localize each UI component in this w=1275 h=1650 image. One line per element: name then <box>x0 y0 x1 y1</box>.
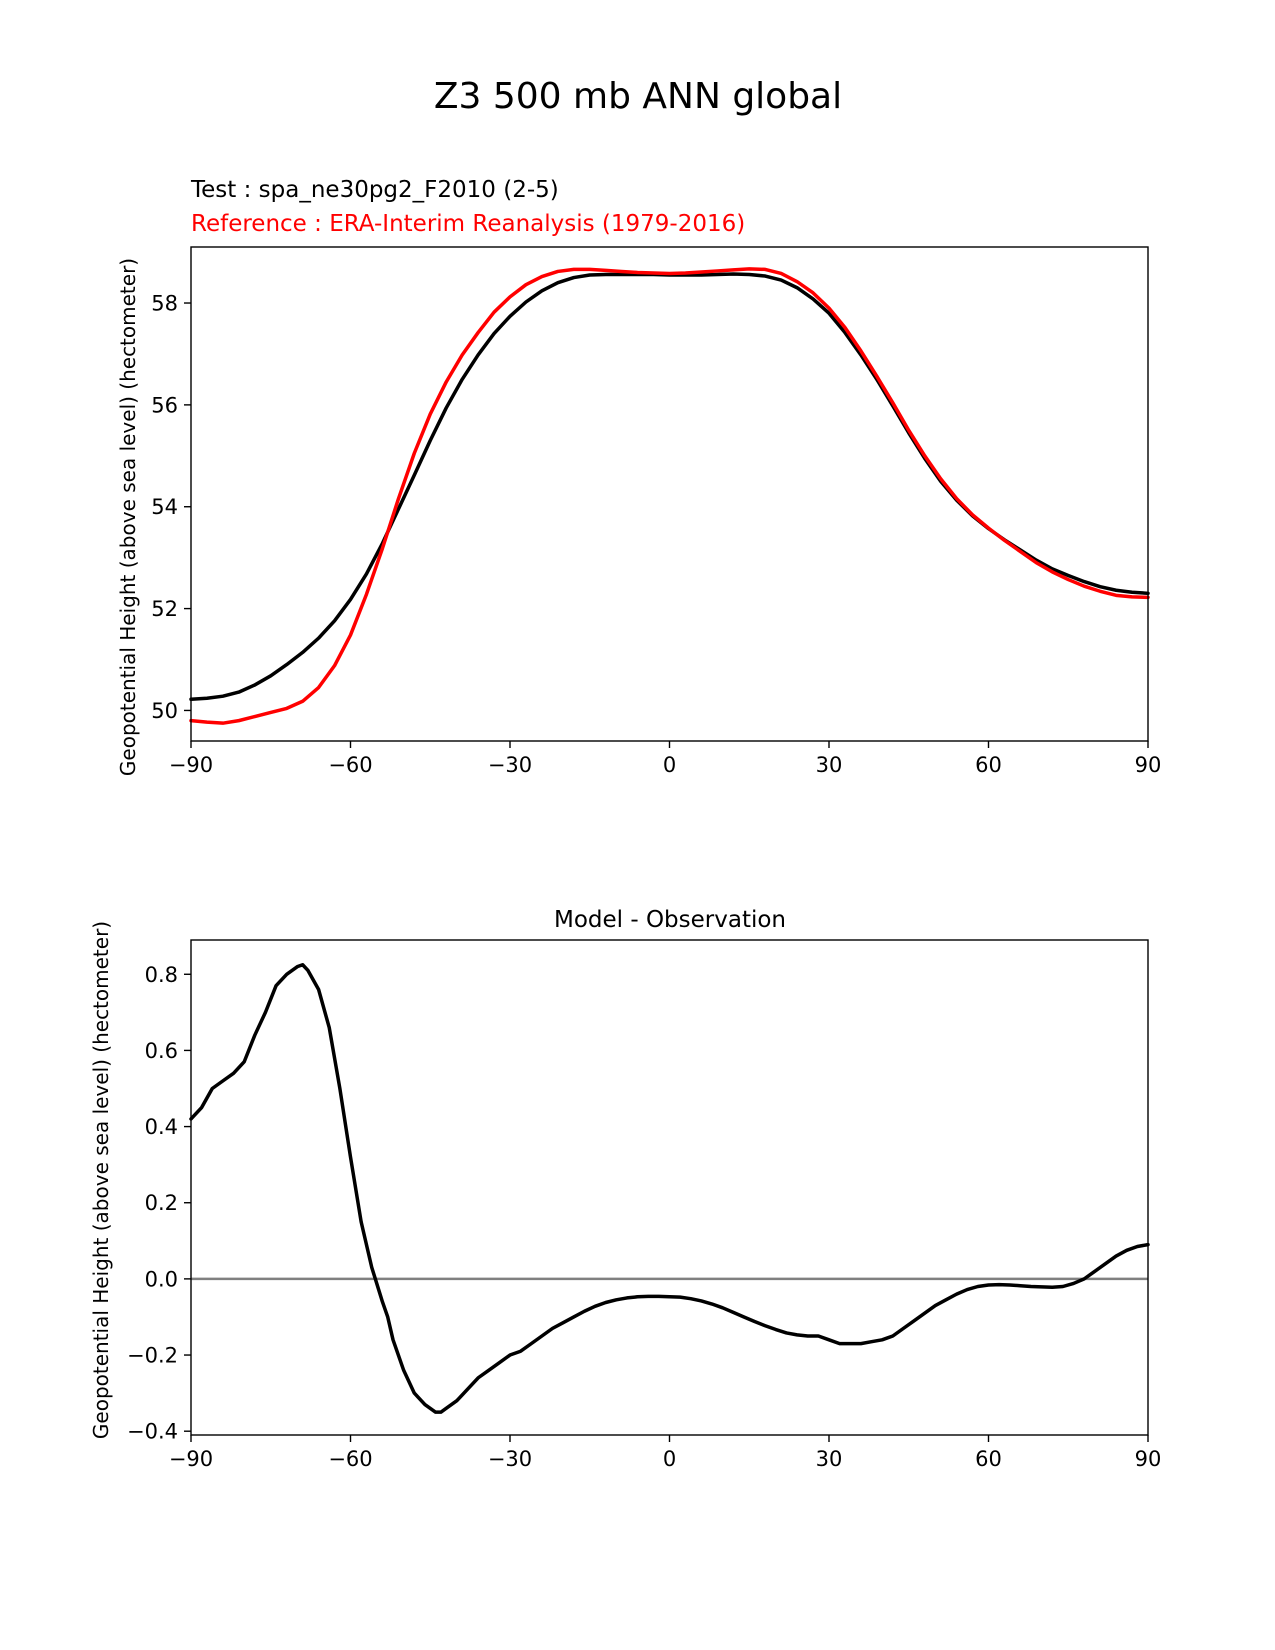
bottom-y-tick-label: −0.2 <box>127 1344 178 1368</box>
top-y-tick-label: 50 <box>151 699 178 723</box>
bottom-x-tick-label: 90 <box>1135 1447 1162 1471</box>
top-reference-line <box>189 267 1150 725</box>
top-y-tick-label: 54 <box>151 495 178 519</box>
bottom-y-tick-label: 0.8 <box>145 963 178 987</box>
bottom-difference-line <box>189 963 1150 1414</box>
bottom-y-axis-label: Geopotential Height (above sea level) (h… <box>89 921 113 1439</box>
top-x-tick-label: −90 <box>169 753 213 777</box>
figure-suptitle: Z3 500 mb ANN global <box>434 76 842 117</box>
bottom-y-tick-label: 0.0 <box>145 1267 178 1291</box>
bottom-panel: Model - Observation −90 −60 −30 0 30 60 90 −0.4… <box>89 907 1161 1471</box>
top-x-tick-label: 90 <box>1135 753 1162 777</box>
top-x-tick-label: 30 <box>816 753 843 777</box>
top-y-tick-label: 56 <box>151 393 178 417</box>
top-panel: Test : spa_ne30pg2_F2010 (2-5) Reference… <box>116 177 1161 777</box>
bottom-x-tick-label: 60 <box>975 1447 1002 1471</box>
bottom-x-tick-label: −60 <box>328 1447 372 1471</box>
reference-label: Reference : ERA-Interim Reanalysis (1979… <box>191 211 745 237</box>
bottom-y-tick-label: −0.4 <box>127 1420 178 1444</box>
bottom-plot-area: −90 −60 −30 0 30 60 90 −0.4 −0.2 0.0 0.2 0.4 0.6 0.8 <box>127 939 1162 1471</box>
test-label: Test : spa_ne30pg2_F2010 (2-5) <box>190 177 559 203</box>
bottom-y-tick-label: 0.2 <box>145 1191 178 1215</box>
bottom-y-tick-label: 0.4 <box>145 1115 178 1139</box>
top-x-tick-label: −60 <box>328 753 372 777</box>
bottom-y-tick-label: 0.6 <box>145 1039 178 1063</box>
bottom-x-tick-label: 30 <box>816 1447 843 1471</box>
top-y-tick-label: 58 <box>151 292 178 316</box>
top-y-tick-label: 52 <box>151 597 178 621</box>
bottom-panel-title: Model - Observation <box>554 907 786 933</box>
bottom-x-tick-label: −30 <box>488 1447 532 1471</box>
top-x-tick-label: −30 <box>488 753 532 777</box>
top-x-tick-label: 60 <box>975 753 1002 777</box>
bottom-x-tick-label: 0 <box>663 1447 676 1471</box>
bottom-x-tick-label: −90 <box>169 1447 213 1471</box>
top-x-tick-label: 0 <box>663 753 676 777</box>
top-y-axis-label: Geopotential Height (above sea level) (h… <box>116 258 140 776</box>
top-plot-area: −90 −60 −30 0 30 60 90 50 52 54 56 58 <box>151 246 1162 777</box>
